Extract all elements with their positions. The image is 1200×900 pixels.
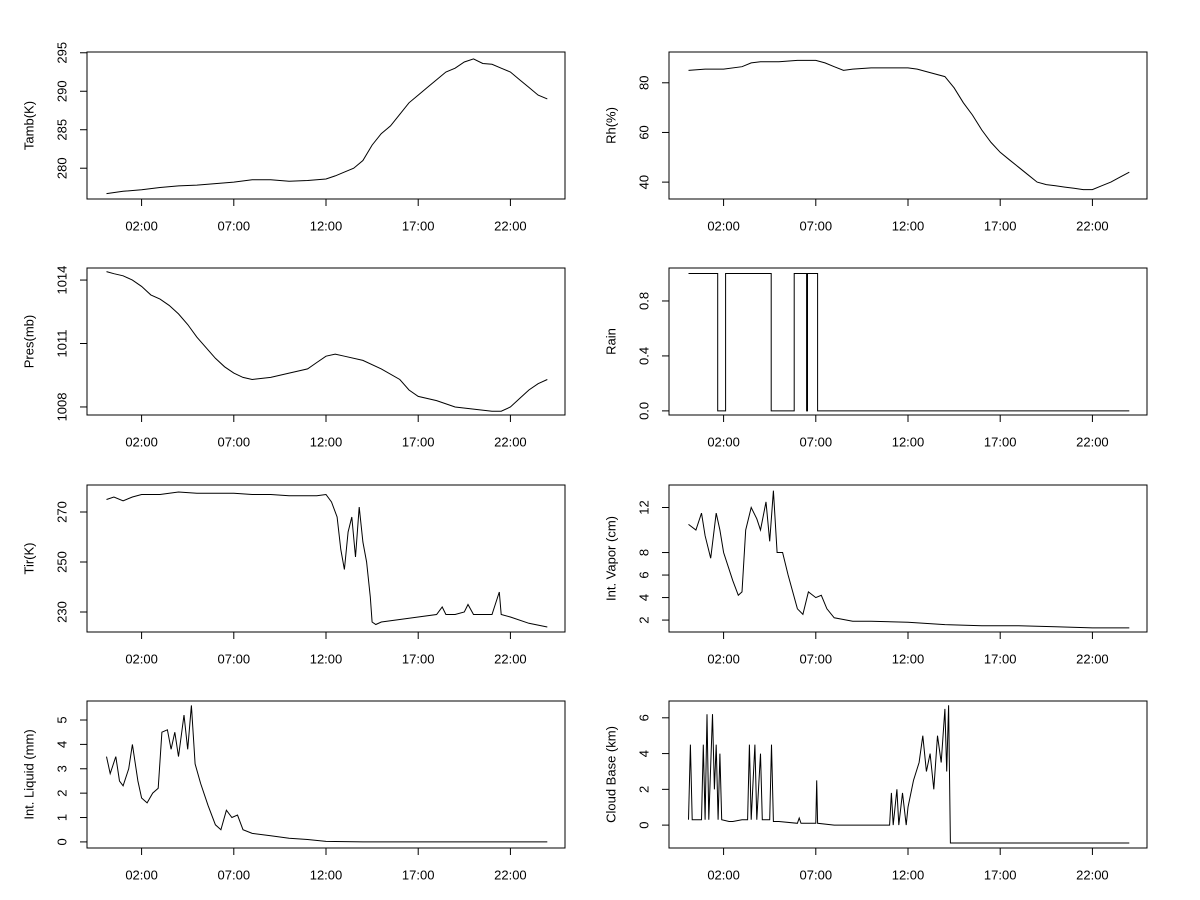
y-tick-label: 1008 [54,393,69,422]
x-tick-label: 07:00 [800,867,833,882]
y-tick-label: 1011 [54,330,69,358]
x-tick-label: 17:00 [984,218,1017,233]
x-tick-label: 17:00 [984,434,1017,449]
x-tick-label: 22:00 [494,218,527,233]
plot-frame [668,700,1148,849]
x-tick-label: 22:00 [1076,651,1109,666]
y-tick-label: 8 [636,549,651,556]
y-tick-label: 290 [54,80,69,102]
x-tick-label: 02:00 [125,218,158,233]
y-tick-label: 60 [636,125,651,139]
y-tick-label: 4 [54,741,69,748]
y-axis-label: Cloud Base (km) [603,726,618,823]
y-axis-label: Tir(K) [21,542,36,574]
x-tick-label: 22:00 [494,867,527,882]
x-tick-label: 07:00 [218,434,251,449]
data-line [688,59,1130,191]
x-tick-label: 02:00 [125,434,158,449]
plot-frame [668,51,1148,200]
plot-frame [86,51,566,200]
y-tick-label: 0.0 [636,402,651,420]
y-tick-label: 3 [54,765,69,772]
x-tick-label: 07:00 [800,434,833,449]
x-tick-label: 17:00 [984,867,1017,882]
x-tick-label: 07:00 [800,651,833,666]
x-tick-label: 12:00 [892,867,925,882]
y-tick-label: 6 [636,571,651,578]
y-tick-label: 2 [636,616,651,623]
y-axis-label: Rh(%) [603,107,618,144]
x-tick-label: 12:00 [892,434,925,449]
data-line [688,490,1130,629]
x-tick-label: 17:00 [402,867,435,882]
x-tick-label: 12:00 [892,218,925,233]
y-tick-label: 295 [54,42,69,64]
y-tick-label: 230 [54,601,69,623]
y-tick-label: 5 [54,716,69,723]
x-tick-label: 07:00 [218,218,251,233]
y-axis-label: Tamb(K) [21,101,36,150]
plot-frame [86,267,566,416]
x-tick-label: 02:00 [707,651,740,666]
y-tick-label: 270 [54,501,69,523]
y-tick-label: 2 [54,790,69,797]
plot-frame [668,484,1148,633]
y-axis-label: Int. Vapor (cm) [603,516,618,601]
y-tick-label: 280 [54,157,69,179]
x-tick-label: 02:00 [125,651,158,666]
x-tick-label: 02:00 [707,218,740,233]
data-line [106,705,548,843]
x-tick-label: 02:00 [707,867,740,882]
y-tick-label: 4 [636,750,651,757]
x-tick-label: 17:00 [402,218,435,233]
data-line [688,705,1130,844]
x-tick-label: 07:00 [218,867,251,882]
y-tick-label: 40 [636,175,651,189]
data-line [106,58,548,195]
x-tick-label: 12:00 [310,867,343,882]
y-axis-label: Rain [603,328,618,355]
x-tick-label: 22:00 [494,434,527,449]
y-axis-label: Pres(mb) [21,315,36,368]
data-line [106,271,548,412]
y-tick-label: 2 [636,786,651,793]
data-line [106,491,548,628]
plot-frame [668,267,1148,416]
x-tick-label: 12:00 [310,434,343,449]
y-tick-label: 250 [54,551,69,573]
x-tick-label: 17:00 [402,651,435,666]
y-tick-label: 0 [636,821,651,828]
y-axis-label: Int. Liquid (mm) [21,729,36,819]
x-tick-label: 22:00 [1076,218,1109,233]
x-tick-label: 22:00 [1076,867,1109,882]
x-tick-label: 17:00 [402,434,435,449]
x-tick-label: 17:00 [984,651,1017,666]
y-tick-label: 0 [54,838,69,845]
x-tick-label: 12:00 [310,218,343,233]
x-tick-label: 12:00 [310,651,343,666]
y-tick-label: 0.8 [636,292,651,310]
y-tick-label: 1014 [54,266,69,295]
data-line [688,273,1130,412]
x-tick-label: 02:00 [707,434,740,449]
x-tick-label: 07:00 [800,218,833,233]
x-tick-label: 22:00 [1076,434,1109,449]
y-tick-label: 12 [636,500,651,514]
y-tick-label: 6 [636,714,651,721]
y-tick-label: 4 [636,594,651,601]
x-tick-label: 12:00 [892,651,925,666]
x-tick-label: 07:00 [218,651,251,666]
x-tick-label: 02:00 [125,867,158,882]
y-tick-label: 0.4 [636,347,651,365]
y-tick-label: 285 [54,119,69,141]
y-tick-label: 1 [54,814,69,821]
x-tick-label: 22:00 [494,651,527,666]
y-tick-label: 80 [636,76,651,90]
